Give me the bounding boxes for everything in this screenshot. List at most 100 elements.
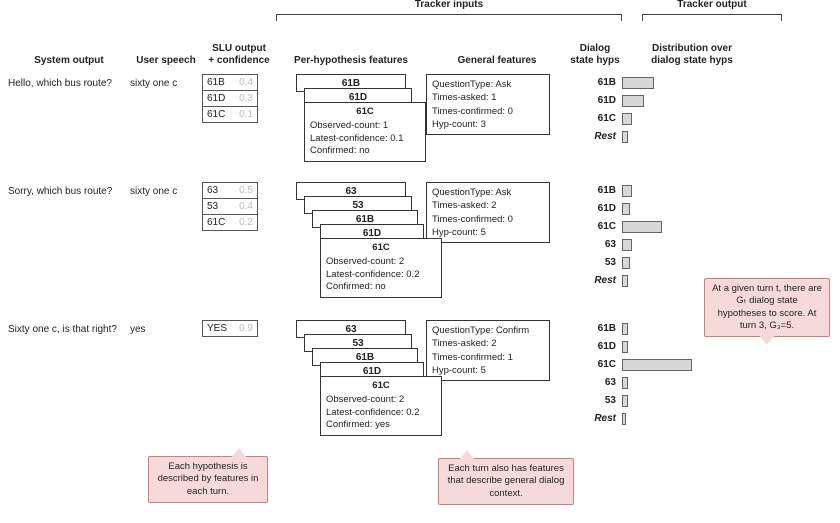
bar-row [622, 338, 762, 356]
state-hyps: 61B61D61C6353Rest [568, 320, 622, 450]
hyp-detail-title: 61C [326, 380, 436, 393]
general-box: QuestionType: AskTimes-asked: 1Times-con… [426, 74, 550, 135]
slu-label: 61D [207, 91, 225, 106]
hyp-detail-line: Confirmed: no [310, 145, 420, 158]
bar-row [622, 200, 762, 218]
per-hyp-stack: 635361B61D61CObserved-count: 2Latest-con… [276, 320, 426, 450]
state-hyp-label: Rest [568, 410, 616, 428]
bar-row [622, 356, 762, 374]
state-hyps: 61B61D61C6353Rest [568, 182, 622, 312]
col-dist: Distribution over dialog state hyps [622, 43, 762, 66]
slu-confidence: 0.9 [239, 321, 253, 336]
hyp-detail-line: Latest-confidence: 0.1 [310, 133, 420, 146]
bar [622, 95, 644, 107]
state-hyp-label: 61C [568, 356, 616, 374]
gen-line: Times-confirmed: 0 [432, 105, 544, 118]
general-box: QuestionType: AskTimes-asked: 2Times-con… [426, 182, 550, 243]
gen-line: QuestionType: Ask [432, 186, 544, 199]
state-hyp-label: 61C [568, 110, 616, 128]
bar-row [622, 92, 762, 110]
slu-item: 61C0.1 [202, 106, 258, 123]
hyp-detail-title: 61C [310, 106, 420, 119]
bar [622, 203, 630, 215]
general-box: QuestionType: ConfirmTimes-asked: 2Times… [426, 320, 550, 381]
distribution [622, 74, 762, 174]
state-hyp-label: 61B [568, 320, 616, 338]
bar [622, 341, 628, 353]
hyp-detail-line: Confirmed: yes [326, 419, 436, 432]
slu-label: 61C [207, 215, 225, 230]
state-hyp-label: 61D [568, 338, 616, 356]
turn-row: Hello, which bus route?sixty one c61B0.4… [8, 74, 832, 174]
slu-item: 61D0.3 [202, 90, 258, 107]
gen-line: Hyp-count: 5 [432, 364, 544, 377]
system-output: Hello, which bus route? [8, 74, 130, 174]
slu-item: 61C 0.2 [202, 214, 258, 231]
slu-confidence: 0.5 [239, 183, 253, 198]
slu-confidence: 0.2 [239, 215, 253, 230]
hyp-detail-line: Latest-confidence: 0.2 [326, 269, 436, 282]
slu-label: YES [207, 321, 227, 336]
bar [622, 395, 628, 407]
slu-item: 530.4 [202, 198, 258, 215]
general-features: QuestionType: AskTimes-asked: 2Times-con… [426, 182, 568, 312]
col-slu: SLU output + confidence [202, 43, 276, 66]
bar [622, 113, 632, 125]
user-speech: sixty one c [130, 182, 202, 312]
col-system: System output [8, 55, 130, 67]
gen-line: Times-asked: 1 [432, 91, 544, 104]
bar-row [622, 374, 762, 392]
gen-line: Hyp-count: 3 [432, 118, 544, 131]
col-hyps: Dialog state hyps [568, 43, 622, 66]
bar [622, 239, 632, 251]
bar [622, 131, 628, 143]
distribution [622, 320, 762, 450]
col-perhyp: Per-hypothesis features [276, 55, 426, 67]
general-features: QuestionType: ConfirmTimes-asked: 2Times… [426, 320, 568, 450]
slu-item: YES 0.9 [202, 320, 258, 337]
bar-row [622, 410, 762, 428]
state-hyp-label: 63 [568, 236, 616, 254]
bar-row [622, 128, 762, 146]
user-speech: yes [130, 320, 202, 450]
tracker-output-label: Tracker output [642, 0, 782, 10]
gen-line: QuestionType: Ask [432, 78, 544, 91]
system-output: Sorry, which bus route? [8, 182, 130, 312]
bar-row [622, 218, 762, 236]
callout-right: At a given turn t, there are Gₜ dialog s… [704, 278, 830, 337]
state-hyp-label: 61C [568, 218, 616, 236]
bar [622, 413, 626, 425]
hyp-detail-line: Confirmed: no [326, 281, 436, 294]
slu-label: 61B [207, 75, 225, 90]
state-hyp-label: 53 [568, 392, 616, 410]
state-hyp-label: 61B [568, 74, 616, 92]
state-hyps: 61B61D61CRest [568, 74, 622, 174]
bar [622, 77, 654, 89]
user-speech: sixty one c [130, 74, 202, 174]
state-hyp-label: Rest [568, 128, 616, 146]
slu-label: 61C [207, 107, 225, 122]
bar [622, 221, 662, 233]
bar [622, 185, 632, 197]
slu-label: 63 [207, 183, 218, 198]
state-hyp-label: 61D [568, 92, 616, 110]
slu-list: 63 0.5530.461C 0.2 [202, 182, 276, 312]
general-features: QuestionType: AskTimes-asked: 1Times-con… [426, 74, 568, 174]
bar [622, 257, 630, 269]
hyp-detail-line: Latest-confidence: 0.2 [326, 407, 436, 420]
gen-line: QuestionType: Confirm [432, 324, 544, 337]
callout-left: Each hypothesis is described by features… [148, 456, 268, 503]
state-hyp-label: Rest [568, 272, 616, 290]
callout-mid: Each turn also has features that describ… [438, 458, 574, 505]
hyp-detail-line: Observed-count: 2 [326, 256, 436, 269]
bar-row [622, 254, 762, 272]
gen-line: Hyp-count: 5 [432, 226, 544, 239]
bar-row [622, 182, 762, 200]
hyp-detail-line: Observed-count: 1 [310, 120, 420, 133]
hyp-detail-line: Observed-count: 2 [326, 394, 436, 407]
hyp-detail-title: 61C [326, 242, 436, 255]
col-user: User speech [130, 55, 202, 67]
hyp-detail-card: 61CObserved-count: 2Latest-confidence: 0… [320, 376, 442, 436]
per-hyp-stack: 635361B61D61CObserved-count: 2Latest-con… [276, 182, 426, 312]
hyp-detail-card: 61CObserved-count: 2Latest-confidence: 0… [320, 238, 442, 298]
